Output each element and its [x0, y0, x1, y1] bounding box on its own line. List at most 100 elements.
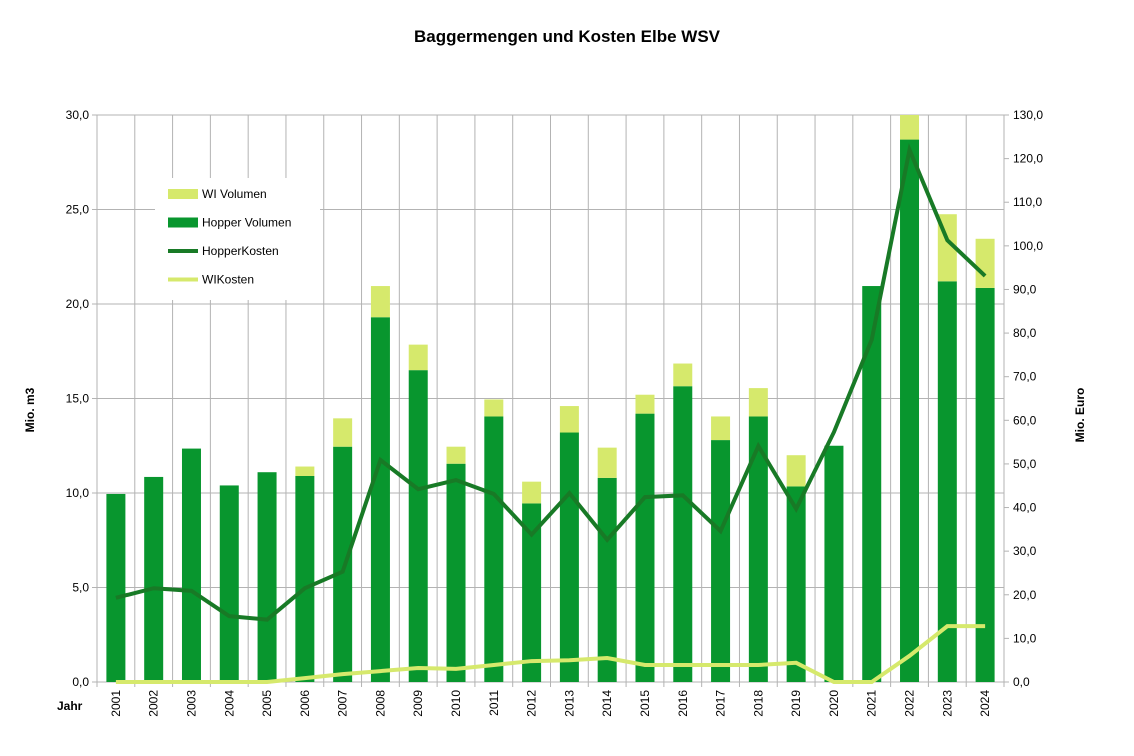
bar-hopper-volumen: [181, 448, 201, 682]
bar-wi-volumen: [748, 388, 768, 417]
bar-hopper-volumen: [824, 445, 844, 682]
bar-hopper-volumen: [295, 475, 315, 682]
bar-hopper-volumen: [937, 281, 957, 682]
y2-tick-label: 50,0: [1013, 457, 1037, 471]
y2-tick-label: 80,0: [1013, 326, 1037, 340]
x-tick-label: 2020: [827, 690, 841, 717]
x-tick-label: 2018: [751, 690, 765, 717]
bar-wi-volumen: [370, 286, 390, 318]
bar-hopper-volumen: [484, 416, 504, 682]
legend: WI Volumen Hopper Volumen HopperKosten WIKo…: [155, 178, 320, 300]
lines: [115, 143, 987, 684]
x-tick-label: 2003: [184, 690, 198, 717]
bar-wi-volumen: [900, 115, 920, 140]
x-tick-label: 2004: [222, 690, 236, 717]
y-tick-label: 10,0: [66, 486, 90, 500]
x-tick-label: 2011: [487, 690, 501, 716]
legend-label: WIKosten: [202, 273, 254, 287]
x-tick-label: 2012: [525, 690, 539, 717]
bar-wi-volumen: [559, 406, 579, 433]
y-tick-label: 30,0: [66, 108, 90, 122]
y2-tick-label: 60,0: [1013, 413, 1037, 427]
x-tick-label: 2010: [449, 690, 463, 717]
bar-wi-volumen: [484, 399, 504, 417]
bar-hopper-volumen: [748, 416, 768, 682]
bar-wi-volumen: [786, 455, 806, 487]
legend-swatch: [168, 189, 198, 199]
y2-axis-label: Mio. Euro: [1073, 388, 1087, 443]
bar-hopper-volumen: [370, 317, 390, 682]
bar-wi-volumen: [975, 238, 995, 288]
x-tick-label: 2019: [789, 690, 803, 717]
y-axis-label: Mio. m3: [23, 387, 37, 432]
y2-tick-label: 130,0: [1013, 108, 1043, 122]
x-tick-label: 2015: [638, 690, 652, 717]
y2-tick-label: 90,0: [1013, 282, 1037, 296]
y-tick-label: 20,0: [66, 297, 90, 311]
x-tick-label: 2009: [411, 690, 425, 717]
bar-wi-volumen: [522, 481, 542, 504]
y2-tick-label: 110,0: [1013, 195, 1042, 209]
bar-hopper-volumen: [711, 440, 731, 682]
x-tick-label: 2017: [714, 690, 728, 717]
bar-hopper-volumen: [975, 287, 995, 682]
y2-tick-label: 10,0: [1013, 631, 1037, 645]
bar-hopper-volumen: [597, 477, 617, 682]
bar-hopper-volumen: [408, 370, 428, 682]
line-hopperkosten: [115, 143, 987, 622]
legend-label: Hopper Volumen: [202, 216, 291, 230]
x-tick-label: 2007: [336, 690, 350, 717]
bar-wi-volumen: [711, 416, 731, 441]
x-tick-label: 2021: [865, 690, 879, 717]
x-tick-label: 2016: [676, 690, 690, 717]
bars: [106, 115, 995, 682]
x-tick-label: 2001: [109, 690, 123, 717]
legend-swatch: [168, 217, 198, 228]
bar-hopper-volumen: [333, 446, 353, 682]
y-tick-label: 5,0: [72, 581, 89, 595]
bar-wi-volumen: [333, 418, 353, 447]
chart-title: Baggermengen und Kosten Elbe WSV: [414, 27, 721, 46]
y2-tick-label: 100,0: [1013, 239, 1043, 253]
bar-wi-volumen: [635, 394, 655, 414]
bar-hopper-volumen: [257, 472, 277, 682]
y2-tick-label: 20,0: [1013, 588, 1037, 602]
x-tick-label: 2005: [260, 690, 274, 717]
x-tick-label: 2014: [600, 690, 614, 717]
bar-hopper-volumen: [559, 432, 579, 682]
x-tick-label: 2023: [940, 690, 954, 717]
axes: 0,0 5,0 10,0 15,0 20,0 25,0 30,0 0,0 10,0 20,0 30,…: [66, 108, 1044, 717]
bar-hopper-volumen: [900, 139, 920, 682]
y2-tick-label: 120,0: [1013, 152, 1043, 166]
y-tick-label: 25,0: [66, 203, 90, 217]
x-tick-label: 2002: [147, 690, 161, 717]
y2-tick-label: 40,0: [1013, 501, 1037, 515]
x-axis-label: Jahr: [57, 699, 83, 713]
x-tick-label: 2008: [373, 690, 387, 717]
bar-hopper-volumen: [522, 503, 542, 682]
y-tick-label: 15,0: [66, 392, 90, 406]
bar-wi-volumen: [446, 446, 466, 464]
line-wikosten: [115, 624, 986, 684]
y-tick-label: 0,0: [72, 675, 89, 689]
bar-hopper-volumen: [786, 486, 806, 682]
bar-wi-volumen: [597, 447, 617, 478]
bar-hopper-volumen: [635, 413, 655, 682]
bar-hopper-volumen: [446, 463, 466, 682]
bar-hopper-volumen: [673, 386, 693, 682]
bar-hopper-volumen: [862, 286, 882, 682]
bar-hopper-volumen: [144, 476, 164, 682]
legend-label: HopperKosten: [202, 244, 279, 258]
x-tick-label: 2024: [978, 690, 992, 717]
bar-hopper-volumen: [106, 493, 126, 682]
x-tick-label: 2022: [903, 690, 917, 717]
bar-wi-volumen: [295, 466, 315, 476]
y2-tick-label: 0,0: [1013, 675, 1030, 689]
x-tick-label: 2013: [562, 690, 576, 717]
legend-label: WI Volumen: [202, 187, 267, 201]
bar-wi-volumen: [673, 363, 693, 387]
bar-hopper-volumen: [219, 485, 239, 682]
bar-wi-volumen: [408, 344, 428, 371]
